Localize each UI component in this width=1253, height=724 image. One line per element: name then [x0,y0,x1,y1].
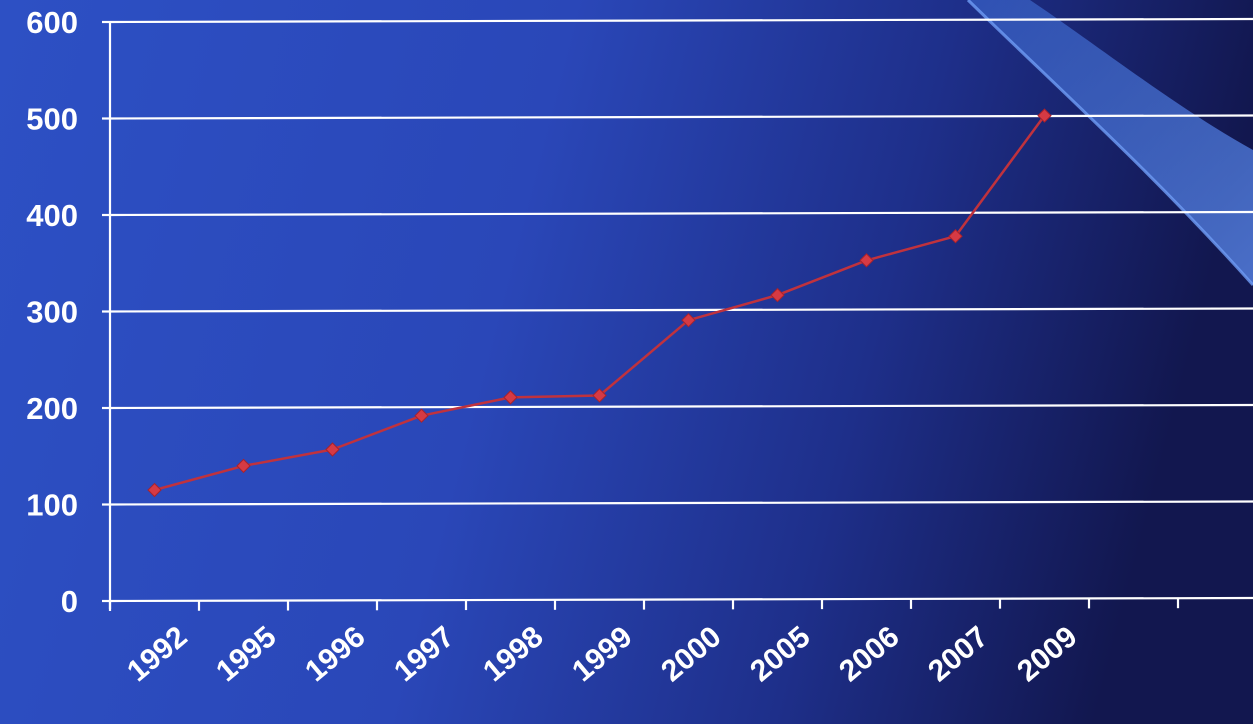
data-point-2006 [859,253,874,268]
gridline-400 [109,210,1253,217]
data-point-2009 [1037,108,1052,123]
x-axis-line [109,596,1253,603]
axes [102,20,1253,611]
decorative-swoosh [966,0,1253,287]
data-point-2000 [681,312,696,328]
y-tick-label: 0 [61,584,78,619]
y-tick-label: 300 [26,295,78,330]
data-point-2005 [770,287,785,303]
y-tick-label: 200 [26,391,78,426]
data-point-2007 [948,229,963,244]
data-point-1997 [414,408,429,423]
y-tick-label: 500 [26,102,78,137]
y-tick-label: 600 [26,5,78,40]
gridline-500 [109,114,1253,120]
swoosh-edge [966,0,1253,287]
gridline-300 [109,307,1253,313]
swoosh-band [968,0,1253,285]
gridlines [109,17,1253,506]
gridline-200 [109,403,1253,410]
data-point-1998 [503,390,518,405]
y-tick-label: 100 [26,488,78,523]
data-point-1995 [236,458,251,474]
data-point-1992 [147,482,162,498]
gridline-100 [109,500,1253,506]
gridline-600 [109,17,1253,24]
y-tick-label: 400 [26,198,78,233]
data-point-1996 [325,442,340,457]
series-layer [147,108,1052,498]
data-point-1999 [592,388,607,403]
y-axis-tick-labels: 0 100 200 300 400 500 600 [26,5,78,619]
